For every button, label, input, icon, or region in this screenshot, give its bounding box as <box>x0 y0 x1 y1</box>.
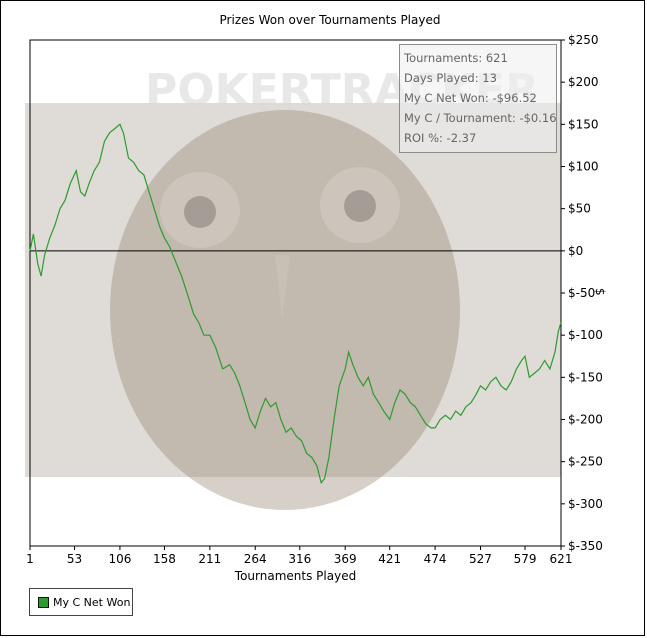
stat-label: Tournaments: <box>404 51 486 65</box>
stat-label: Days Played: <box>404 71 483 85</box>
legend-label: My C Net Won <box>53 595 131 609</box>
x-tick-label: 211 <box>198 552 221 566</box>
y-axis-label: $ <box>593 288 607 296</box>
stat-line: Days Played: 13 <box>404 68 552 88</box>
stat-line: My C Net Won: -$96.52 <box>404 88 552 108</box>
stat-label: ROI %: <box>404 131 447 145</box>
stat-value: 13 <box>482 71 497 85</box>
x-tick-label: 369 <box>334 552 357 566</box>
x-tick-label: 264 <box>244 552 267 566</box>
x-tick-label: 53 <box>67 552 82 566</box>
x-tick-label: 106 <box>108 552 131 566</box>
y-tick-label: $-150 <box>568 370 603 384</box>
x-tick-label: 579 <box>514 552 537 566</box>
y-tick-label: $200 <box>568 75 599 89</box>
stat-value: -$0.16 <box>519 111 557 125</box>
x-tick-label: 316 <box>288 552 311 566</box>
x-tick-label: 621 <box>550 552 573 566</box>
stat-label: My C Net Won: <box>404 91 493 105</box>
x-tick-label: 421 <box>378 552 401 566</box>
y-tick-label: $-300 <box>568 497 603 511</box>
stat-value: 621 <box>485 51 508 65</box>
series-line <box>29 123 562 485</box>
stat-label: My C / Tournament: <box>404 111 520 125</box>
chart-title: Prizes Won over Tournaments Played <box>219 13 441 27</box>
y-tick-label: $-200 <box>568 413 603 427</box>
axes: $250 $200 $150 $100 $50 $0 $-50 $-100 $-150 $-200… <box>26 33 603 566</box>
x-tick-label: 158 <box>153 552 176 566</box>
y-tick-label: $-350 <box>568 539 603 553</box>
stat-line: Tournaments: 621 <box>404 48 552 68</box>
y-tick-label: $100 <box>568 160 599 174</box>
stat-value: -$96.52 <box>492 91 537 105</box>
x-tick-label: 527 <box>469 552 492 566</box>
y-tick-label: $150 <box>568 117 599 131</box>
series-layer <box>29 123 562 485</box>
stats-box: Tournaments: 621 Days Played: 13 My C Net … <box>399 44 557 153</box>
x-tick-label: 1 <box>26 552 34 566</box>
stat-line: ROI %: -2.37 <box>404 128 552 148</box>
x-axis-label: Tournaments Played <box>234 569 357 583</box>
y-tick-label: $250 <box>568 33 599 47</box>
y-tick-label: $0 <box>568 244 583 258</box>
x-tick-label: 474 <box>424 552 447 566</box>
stat-value: -2.37 <box>446 131 477 145</box>
legend-swatch <box>38 596 49 608</box>
y-tick-label: $-100 <box>568 328 603 342</box>
legend: My C Net Won <box>29 588 133 616</box>
stat-line: My C / Tournament: -$0.16 <box>404 108 557 128</box>
y-tick-label: $-50 <box>568 286 595 300</box>
y-tick-label: $50 <box>568 202 591 216</box>
y-tick-label: $-250 <box>568 455 603 469</box>
